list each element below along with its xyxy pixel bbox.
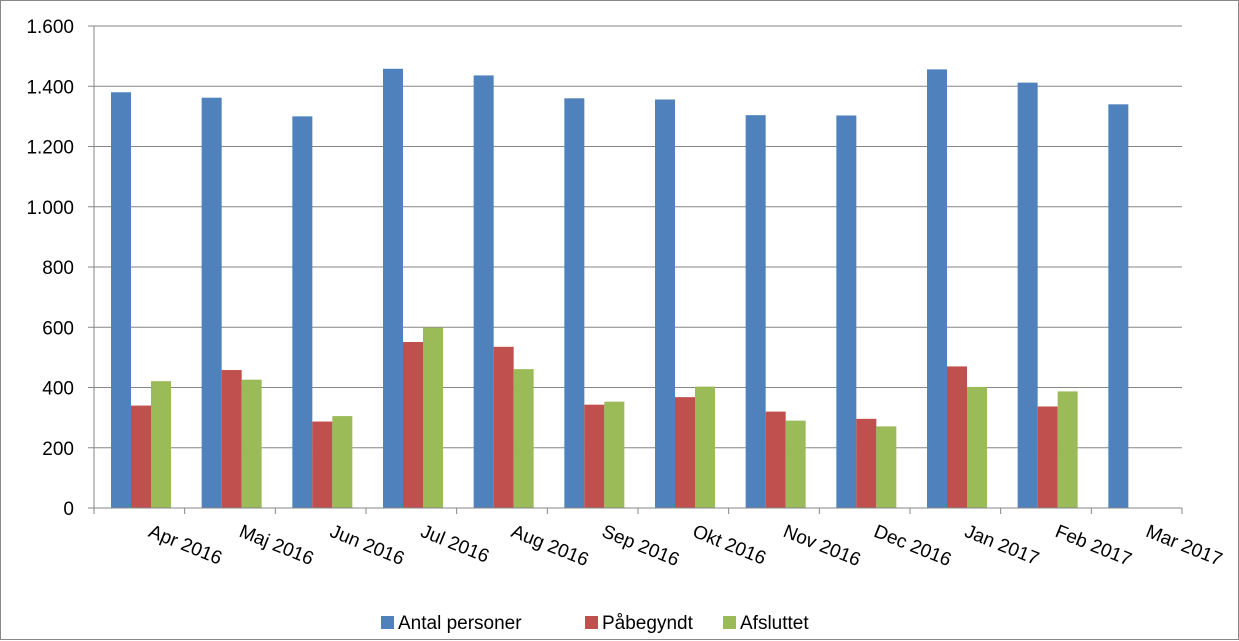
bar	[675, 397, 695, 508]
bar	[584, 404, 605, 508]
bar	[241, 379, 262, 508]
y-tick-label: 600	[42, 318, 74, 339]
y-tick-label: 0	[63, 499, 74, 520]
bar	[221, 370, 242, 508]
legend-swatch	[723, 616, 736, 629]
bar	[967, 386, 987, 508]
x-category-label: Apr 2016	[145, 521, 224, 569]
legend: Antal personer Påbegyndt Afsluttet	[381, 613, 809, 634]
bar	[493, 346, 514, 508]
y-tick-label: 1.000	[26, 198, 74, 219]
bar	[856, 418, 877, 508]
bar	[836, 115, 857, 508]
x-category-label: Nov 2016	[780, 521, 863, 571]
y-axis-tick-labels: 0 200 400 600 800 1.000 1.200 1.400 1.600	[26, 17, 74, 520]
x-axis-category-labels: Apr 2016 Maj 2016 Jun 2016 Jul 2016 Aug 2016…	[145, 521, 1225, 571]
bar	[1108, 104, 1129, 508]
bar	[947, 366, 967, 508]
legend-label: Antal personer	[398, 613, 522, 634]
bar	[292, 116, 313, 508]
y-tick-label: 800	[42, 258, 74, 279]
x-category-label: Mar 2017	[1143, 521, 1225, 571]
y-tick-label: 1.400	[26, 77, 74, 98]
y-tick-label: 1.200	[26, 138, 74, 159]
y-tick-label: 400	[42, 379, 74, 400]
bar	[765, 411, 786, 508]
x-category-label: Aug 2016	[508, 521, 591, 571]
bar	[473, 75, 494, 508]
y-tick-label: 200	[42, 439, 74, 460]
legend-label: Afsluttet	[740, 613, 809, 634]
x-category-label: Jul 2016	[417, 521, 491, 567]
bar	[513, 369, 534, 508]
bar	[1017, 82, 1038, 508]
bar	[876, 426, 897, 508]
bar	[423, 327, 443, 508]
gridlines	[88, 25, 1182, 509]
x-category-label: Jan 2017	[961, 521, 1041, 570]
bar	[695, 386, 715, 508]
bar	[1037, 406, 1058, 508]
bar	[604, 401, 625, 508]
bar	[111, 92, 131, 509]
bar	[1057, 391, 1078, 508]
legend-label: Påbegyndt	[602, 613, 694, 634]
legend-swatch	[381, 616, 394, 629]
x-axis	[93, 507, 1183, 514]
bar	[564, 98, 585, 509]
x-category-label: Jun 2016	[327, 521, 407, 570]
x-category-label: Feb 2017	[1052, 521, 1134, 571]
bar	[131, 405, 151, 508]
x-category-label: Okt 2016	[689, 521, 768, 569]
bar	[201, 97, 222, 508]
bar	[655, 99, 675, 508]
x-category-label: Dec 2016	[871, 521, 954, 571]
y-tick-label: 1.600	[26, 17, 74, 38]
bar	[785, 420, 806, 508]
x-category-label: Sep 2016	[599, 521, 682, 571]
bar	[927, 69, 947, 508]
bar	[383, 68, 403, 508]
bar	[151, 381, 171, 508]
bar	[332, 416, 353, 508]
bar	[745, 115, 766, 509]
bars	[111, 68, 1129, 509]
x-category-label: Maj 2016	[236, 521, 316, 570]
bar	[403, 342, 423, 508]
legend-swatch	[585, 616, 598, 629]
bar	[312, 421, 333, 508]
